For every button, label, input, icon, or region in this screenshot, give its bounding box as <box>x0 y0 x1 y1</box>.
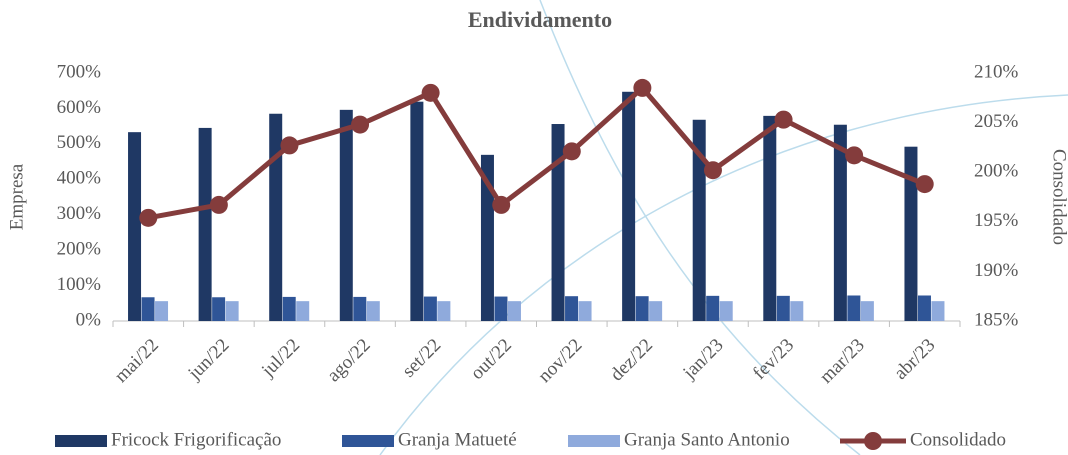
bar <box>339 109 353 322</box>
chart-title: Endividamento <box>468 7 612 32</box>
bar <box>353 296 367 321</box>
bar <box>423 296 437 321</box>
line-marker <box>633 78 652 97</box>
x-tick-label: nov/22 <box>534 335 586 387</box>
bar <box>212 297 226 321</box>
y-tick-label: 400% <box>57 168 102 189</box>
legend-swatch <box>568 435 620 447</box>
y-tick-label: 300% <box>57 203 102 224</box>
line-marker <box>492 195 511 214</box>
line-marker <box>209 195 228 214</box>
bar <box>763 115 777 322</box>
bar <box>225 301 239 321</box>
bar <box>833 124 847 322</box>
bar <box>565 296 579 321</box>
line-marker <box>139 208 158 227</box>
bar <box>198 127 212 322</box>
y-tick-label: 500% <box>57 132 102 153</box>
bar <box>860 301 874 321</box>
y2-tick-label: 205% <box>974 111 1019 132</box>
legend-label: Granja Matueté <box>398 429 517 450</box>
bar <box>507 301 521 321</box>
bar <box>141 297 155 321</box>
x-tick-label: fev/23 <box>749 335 798 384</box>
line-marker <box>351 115 370 134</box>
line-marker <box>915 175 934 194</box>
x-tick-label: abr/23 <box>890 335 939 384</box>
decor-curve <box>539 0 861 455</box>
bar <box>282 296 296 321</box>
bar <box>917 295 931 321</box>
y2-tick-label: 190% <box>974 260 1019 281</box>
bar <box>578 301 592 321</box>
x-tick-label: set/22 <box>398 335 445 382</box>
line-marker <box>562 142 581 161</box>
bar <box>649 301 663 321</box>
x-tick-label: jun/22 <box>184 335 234 385</box>
x-tick-label: jan/23 <box>678 335 727 384</box>
line-marker <box>845 146 864 165</box>
y-tick-label: 700% <box>57 61 102 82</box>
x-tick-label: dez/22 <box>606 335 657 386</box>
bar <box>776 295 790 321</box>
y2-tick-label: 185% <box>974 309 1019 330</box>
legend-label: Consolidado <box>910 429 1006 450</box>
bar <box>480 154 494 321</box>
legend-swatch <box>55 435 107 447</box>
bar <box>128 132 142 321</box>
bar <box>692 119 706 321</box>
bar <box>931 301 945 321</box>
legend-label: Granja Santo Antonio <box>624 429 790 450</box>
line <box>147 85 926 221</box>
bar <box>155 301 169 321</box>
line-marker <box>703 161 722 180</box>
x-tick-label: mai/22 <box>111 335 163 387</box>
bar <box>719 301 733 321</box>
line-marker <box>421 83 440 102</box>
y-tick-label: 0% <box>76 309 102 330</box>
x-tick-label: ago/22 <box>323 335 374 386</box>
y-tick-label: 200% <box>57 239 102 260</box>
bar <box>410 101 424 321</box>
x-tick-label: jul/22 <box>257 335 304 382</box>
decor-curve <box>379 94 1068 455</box>
x-tick-label: mar/23 <box>816 335 869 388</box>
line-marker <box>280 136 299 155</box>
bar <box>296 301 310 321</box>
y-axis-title: Empresa <box>6 163 27 230</box>
y-tick-label: 600% <box>57 97 102 118</box>
bar <box>904 146 918 321</box>
bar <box>635 296 649 321</box>
legend-marker <box>864 432 882 450</box>
line-marker <box>774 110 793 129</box>
bar <box>847 295 861 321</box>
y2-axis-title: Consolidado <box>1049 149 1068 245</box>
bar <box>706 295 720 321</box>
x-tick-label: out/22 <box>467 335 516 384</box>
bar <box>622 91 636 321</box>
y2-tick-label: 195% <box>974 210 1019 231</box>
bar <box>551 124 565 321</box>
y-tick-label: 100% <box>57 274 102 295</box>
y2-tick-label: 200% <box>974 161 1019 182</box>
bar <box>437 301 451 321</box>
y2-tick-label: 210% <box>974 61 1019 82</box>
bar <box>269 113 283 321</box>
legend-swatch <box>342 435 394 447</box>
bar <box>494 296 508 321</box>
bar <box>366 301 380 321</box>
legend-label: Fricock Frigorificação <box>111 429 281 450</box>
bar <box>790 301 804 321</box>
